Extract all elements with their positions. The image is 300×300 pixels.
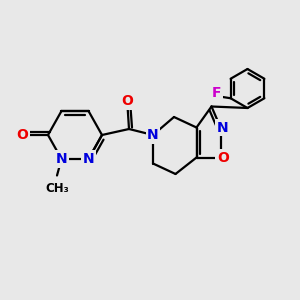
Text: CH₃: CH₃: [45, 182, 69, 194]
Text: N: N: [56, 152, 67, 166]
Text: O: O: [122, 94, 134, 108]
Text: F: F: [212, 86, 221, 100]
Text: N: N: [147, 128, 159, 142]
Text: N: N: [217, 121, 229, 134]
Text: O: O: [217, 151, 229, 164]
Text: N: N: [83, 152, 94, 166]
Text: O: O: [16, 128, 28, 142]
